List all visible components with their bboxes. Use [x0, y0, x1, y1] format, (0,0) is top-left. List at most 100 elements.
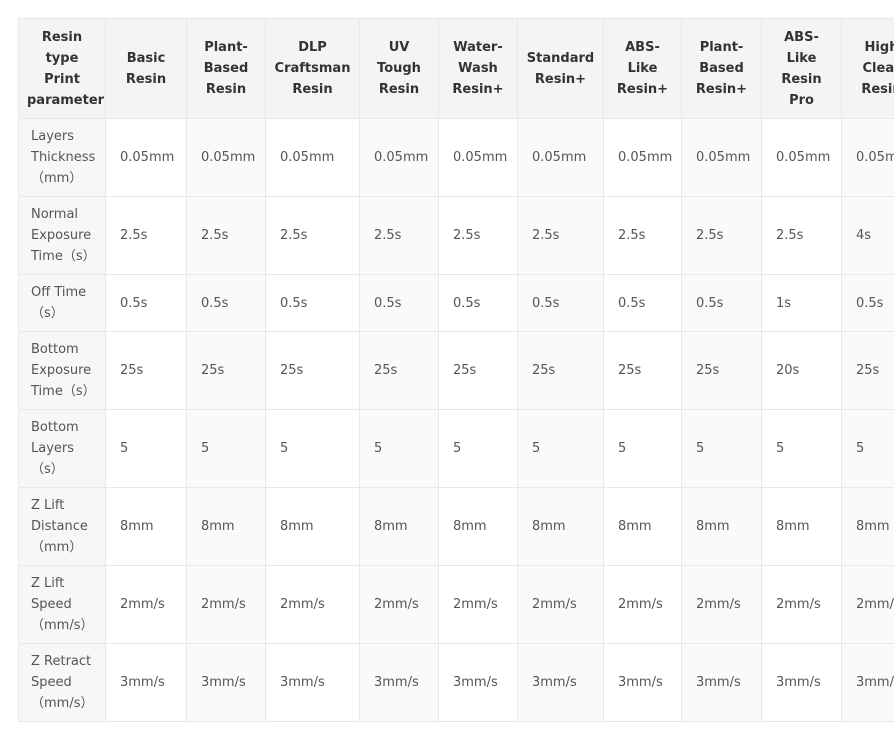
table-cell: 25s	[359, 331, 439, 410]
table-cell: 2.5s	[761, 196, 842, 275]
table-cell: 8mm	[186, 487, 266, 566]
table-cell: 5	[761, 409, 842, 488]
table-cell: 0.5s	[841, 274, 894, 332]
table-cell: 0.05mm	[105, 118, 187, 197]
table-cell: 0.05mm	[438, 118, 518, 197]
table-cell: 8mm	[359, 487, 439, 566]
table-cell: 2mm/s	[761, 565, 842, 644]
table-cell: 4s	[841, 196, 894, 275]
table-cell: 0.5s	[359, 274, 439, 332]
table-cell: 3mm/s	[841, 643, 894, 722]
table-body: Layers Thickness（mm） 0.05mm 0.05mm 0.05mm 0.…	[18, 118, 894, 722]
table-cell: 25s	[186, 331, 266, 410]
table-cell: 8mm	[265, 487, 360, 566]
table-cell: 0.5s	[265, 274, 360, 332]
table-cell: 2.5s	[265, 196, 360, 275]
table-cell: 25s	[438, 331, 518, 410]
table-row: Off Time（s） 0.5s 0.5s 0.5s 0.5s 0.5s 0.5s 0.5s 0…	[18, 274, 894, 332]
table-cell: 2.5s	[186, 196, 266, 275]
table-cell: 2mm/s	[359, 565, 439, 644]
table-cell: 25s	[265, 331, 360, 410]
header-cell: ABS-Like Resin Pro	[761, 18, 842, 119]
table-cell: 2mm/s	[841, 565, 894, 644]
table-cell: 0.05mm	[265, 118, 360, 197]
header-cell: UV Tough Resin	[359, 18, 439, 119]
table-cell: 8mm	[517, 487, 604, 566]
header-cell: High Clear Resin	[841, 18, 894, 119]
table-cell: 3mm/s	[359, 643, 439, 722]
table-row: Layers Thickness（mm） 0.05mm 0.05mm 0.05mm 0.…	[18, 118, 894, 197]
table-cell: 2mm/s	[186, 565, 266, 644]
row-label: Bottom Layers（s）	[18, 409, 106, 488]
table-cell: 5	[517, 409, 604, 488]
table-cell: 3mm/s	[186, 643, 266, 722]
table-cell: 8mm	[841, 487, 894, 566]
table-cell: 20s	[761, 331, 842, 410]
table-header: Resin type Print parameter Basic Resin Pla…	[18, 18, 894, 119]
table-cell: 0.05mm	[359, 118, 439, 197]
header-cell: Plant-Based Resin	[186, 18, 266, 119]
table-row: Z Lift Distance（mm） 8mm 8mm 8mm 8mm 8mm 8mm 8mm…	[18, 487, 894, 566]
row-label: Z Retract Speed（mm/s）	[18, 643, 106, 722]
header-cell: DLP Craftsman Resin	[265, 18, 360, 119]
table-cell: 5	[105, 409, 187, 488]
table-cell: 5	[438, 409, 518, 488]
row-label: Off Time（s）	[18, 274, 106, 332]
table-cell: 25s	[841, 331, 894, 410]
header-cell: Basic Resin	[105, 18, 187, 119]
table-cell: 5	[265, 409, 360, 488]
table-cell: 8mm	[681, 487, 762, 566]
row-label: Normal Exposure Time（s）	[18, 196, 106, 275]
table-row: Bottom Exposure Time（s） 25s 25s 25s 25s 25s 25…	[18, 331, 894, 410]
table-cell: 3mm/s	[517, 643, 604, 722]
row-label: Z Lift Distance（mm）	[18, 487, 106, 566]
header-cell: Plant-Based Resin+	[681, 18, 762, 119]
table-cell: 3mm/s	[265, 643, 360, 722]
table-cell: 25s	[105, 331, 187, 410]
table-cell: 2.5s	[517, 196, 604, 275]
table-row: Normal Exposure Time（s） 2.5s 2.5s 2.5s 2.5s 2…	[18, 196, 894, 275]
table-cell: 3mm/s	[761, 643, 842, 722]
table-cell: 0.5s	[517, 274, 604, 332]
table-cell: 0.5s	[438, 274, 518, 332]
row-label: Bottom Exposure Time（s）	[18, 331, 106, 410]
header-row: Resin type Print parameter Basic Resin Pla…	[18, 18, 894, 119]
table-row: Z Retract Speed（mm/s） 3mm/s 3mm/s 3mm/s 3mm/…	[18, 643, 894, 722]
table-cell: 2.5s	[359, 196, 439, 275]
row-label: Z Lift Speed（mm/s）	[18, 565, 106, 644]
table-cell: 5	[359, 409, 439, 488]
table-cell: 0.05mm	[841, 118, 894, 197]
resin-table: Resin type Print parameter Basic Resin Pla…	[18, 18, 894, 722]
table-cell: 25s	[517, 331, 604, 410]
table-cell: 5	[186, 409, 266, 488]
table-cell: 3mm/s	[105, 643, 187, 722]
table-cell: 2mm/s	[265, 565, 360, 644]
table-cell: 0.05mm	[761, 118, 842, 197]
table-cell: 8mm	[761, 487, 842, 566]
table-cell: 0.5s	[105, 274, 187, 332]
table-cell: 25s	[603, 331, 682, 410]
table-cell: 8mm	[603, 487, 682, 566]
table-cell: 3mm/s	[681, 643, 762, 722]
table-cell: 2.5s	[438, 196, 518, 275]
table-cell: 8mm	[438, 487, 518, 566]
table-cell: 5	[841, 409, 894, 488]
table-cell: 2.5s	[105, 196, 187, 275]
table-cell: 0.5s	[186, 274, 266, 332]
table-cell: 3mm/s	[438, 643, 518, 722]
table-cell: 1s	[761, 274, 842, 332]
row-label: Layers Thickness（mm）	[18, 118, 106, 197]
table-cell: 0.05mm	[517, 118, 604, 197]
table-cell: 0.05mm	[603, 118, 682, 197]
table-row: Bottom Layers（s） 5 5 5 5 5 5 5 5 5 5	[18, 409, 894, 488]
table-cell: 2mm/s	[105, 565, 187, 644]
header-cell: Water-Wash Resin+	[438, 18, 518, 119]
table-cell: 0.5s	[681, 274, 762, 332]
table-cell: 5	[603, 409, 682, 488]
table-cell: 2.5s	[603, 196, 682, 275]
table-cell: 3mm/s	[603, 643, 682, 722]
table-cell: 2mm/s	[603, 565, 682, 644]
table-cell: 5	[681, 409, 762, 488]
table-cell: 2mm/s	[681, 565, 762, 644]
